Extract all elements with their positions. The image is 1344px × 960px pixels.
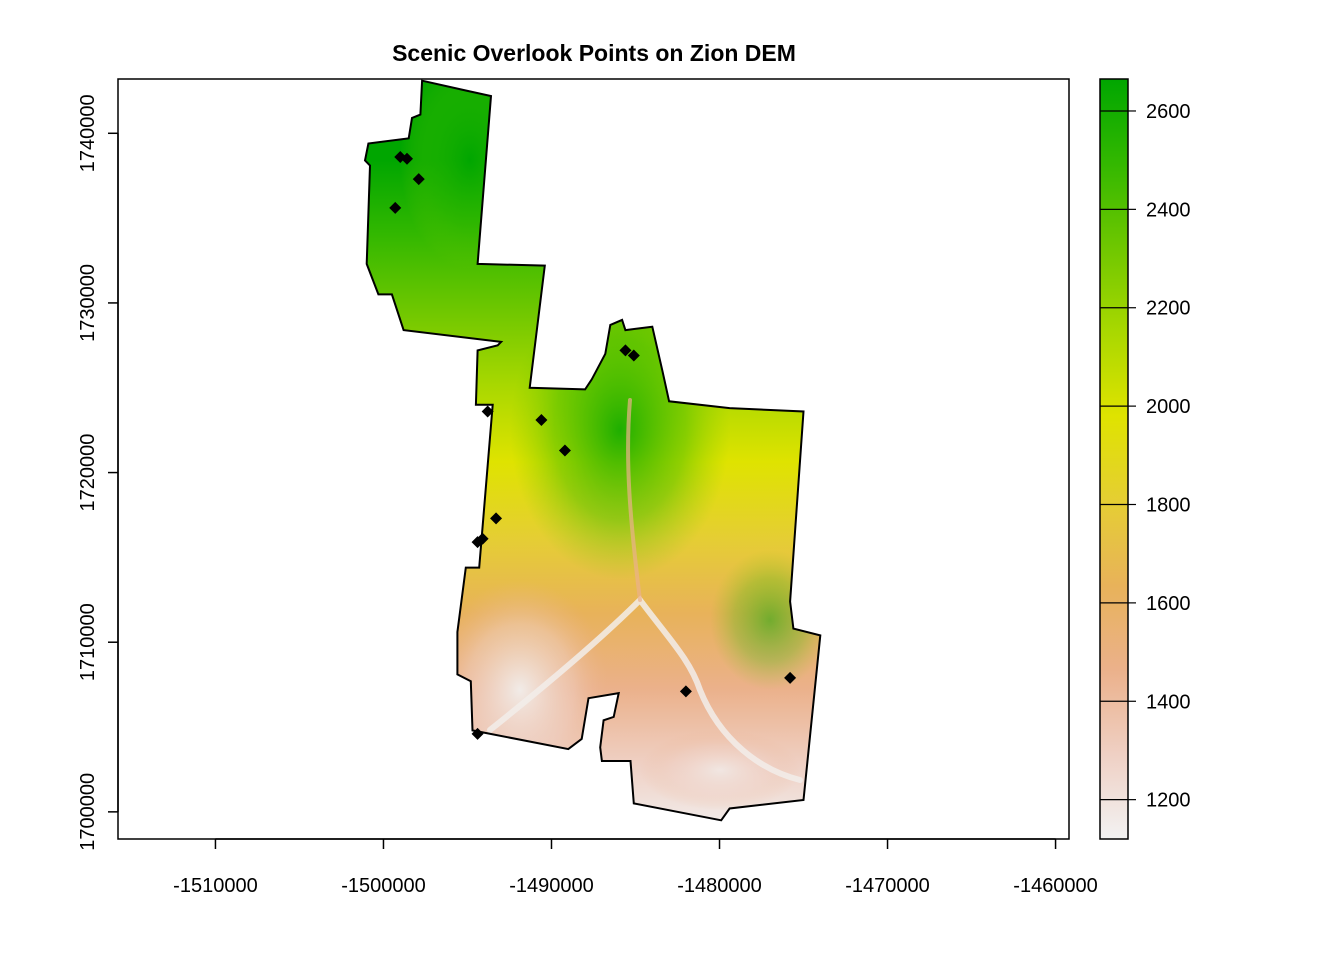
overlook-point bbox=[389, 201, 402, 214]
overlook-point bbox=[679, 685, 692, 698]
colorbar-tick-label: 1200 bbox=[1146, 790, 1191, 812]
colorbar-tick-label: 2200 bbox=[1146, 298, 1191, 320]
overlook-point bbox=[558, 444, 571, 457]
colorbar-tick-label: 1600 bbox=[1146, 593, 1191, 615]
colorbar-tick-label: 2000 bbox=[1146, 396, 1191, 418]
canyon-floor-south bbox=[640, 730, 800, 810]
virgin-river-canyon bbox=[487, 595, 803, 783]
overlook-point bbox=[481, 405, 494, 418]
x-tick-label: -1480000 bbox=[677, 875, 762, 897]
chart-title: Scenic Overlook Points on Zion DEM bbox=[392, 40, 796, 66]
highland-plateau-east bbox=[710, 550, 821, 690]
y-tick-label: 1730000 bbox=[77, 264, 99, 342]
colorbar-tick-label: 2400 bbox=[1146, 199, 1191, 221]
y-axis: 1700000 1710000 1720000 1730000 1740000 bbox=[77, 94, 119, 851]
overlook-point bbox=[490, 512, 503, 525]
y-tick-label: 1700000 bbox=[77, 773, 99, 851]
dem-raster bbox=[365, 80, 821, 821]
colorbar-tick-label: 2600 bbox=[1146, 101, 1191, 123]
x-tick-label: -1460000 bbox=[1013, 875, 1098, 897]
x-axis: -1510000 -1500000 -1490000 -1480000 -1470000… bbox=[173, 838, 1098, 897]
overlook-point bbox=[400, 152, 413, 165]
canyon-floor-southwest bbox=[430, 580, 610, 800]
y-tick-label: 1710000 bbox=[77, 603, 99, 681]
x-tick-label: -1510000 bbox=[173, 875, 258, 897]
overlook-point bbox=[619, 344, 632, 357]
y-tick-label: 1740000 bbox=[77, 94, 99, 172]
y-tick-label: 1720000 bbox=[77, 434, 99, 512]
overlook-point bbox=[535, 413, 548, 426]
colorbar-frame bbox=[1099, 78, 1129, 840]
overlook-point bbox=[412, 173, 425, 186]
scenic-overlook-points bbox=[389, 151, 797, 740]
x-tick-label: -1500000 bbox=[341, 875, 426, 897]
overlook-point bbox=[784, 671, 797, 684]
overlook-point bbox=[471, 536, 484, 549]
park-boundary bbox=[363, 79, 822, 822]
colorbar: 1200 1400 1600 1800 2000 2200 2400 2600 bbox=[1099, 78, 1191, 840]
colorbar-tick-label: 1800 bbox=[1146, 495, 1191, 517]
map-panel bbox=[117, 78, 1070, 840]
colorbar-ticks: 1200 1400 1600 1800 2000 2200 2400 2600 bbox=[1100, 101, 1191, 812]
overlook-point bbox=[471, 727, 484, 740]
x-tick-label: -1470000 bbox=[845, 875, 930, 897]
overlook-point bbox=[627, 349, 640, 362]
colorbar-tick-label: 1400 bbox=[1146, 691, 1191, 713]
highland-plateau-central bbox=[510, 280, 730, 580]
colorbar-fill bbox=[1100, 79, 1128, 839]
x-tick-label: -1490000 bbox=[509, 875, 594, 897]
side-canyon bbox=[626, 398, 642, 602]
